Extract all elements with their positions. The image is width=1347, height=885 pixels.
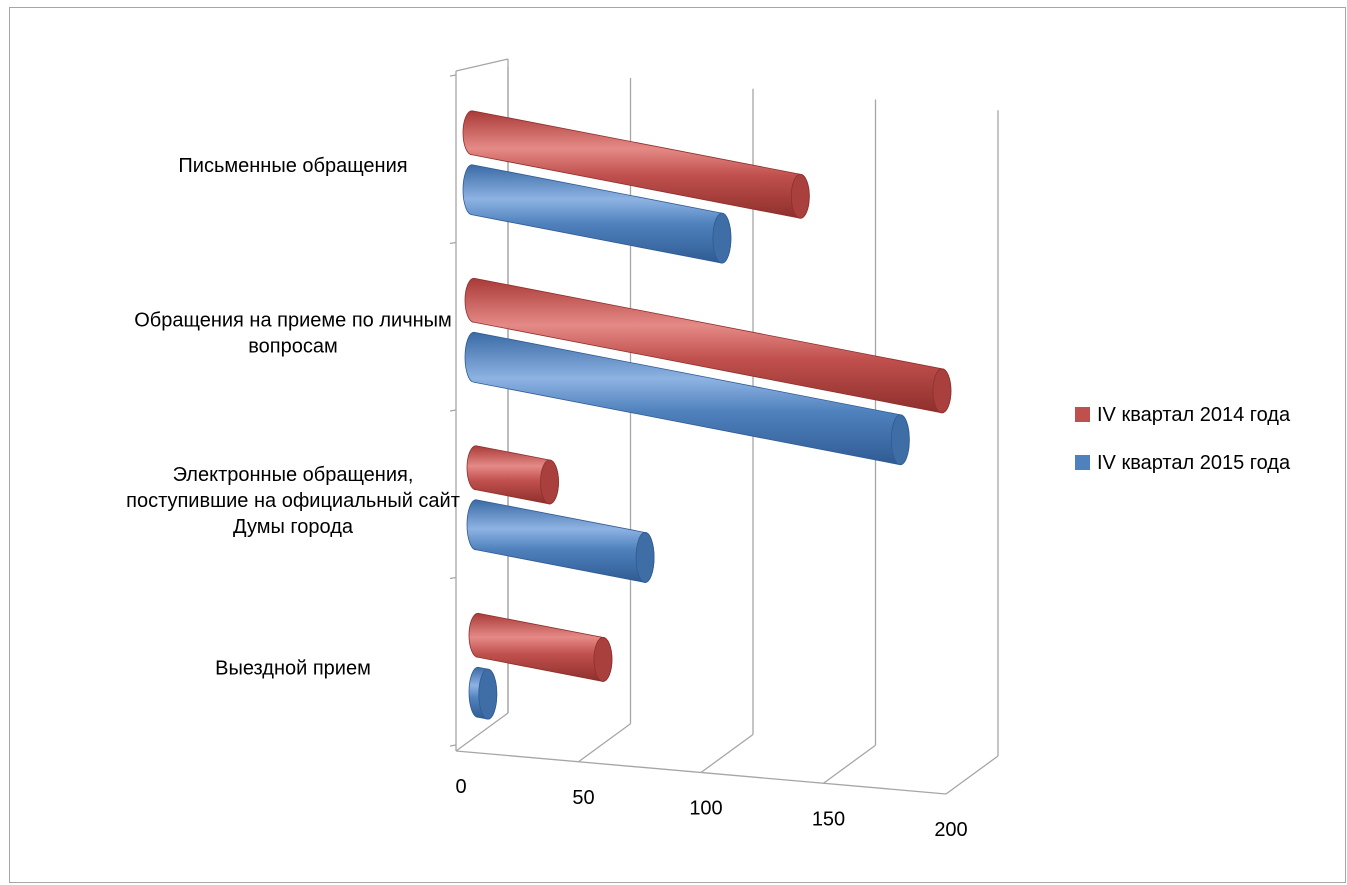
legend: IV квартал 2014 года IV квартал 2015 года xyxy=(1075,404,1291,474)
bar-end-cap xyxy=(712,212,732,264)
x-tick-label: 50 xyxy=(572,787,594,809)
bar-end-cap xyxy=(890,414,910,466)
floor-gridline xyxy=(578,723,631,763)
floor-gridline xyxy=(945,755,999,795)
floor-gridline xyxy=(823,744,876,784)
category-tick xyxy=(449,409,457,412)
bar-end-cap xyxy=(478,668,498,720)
category-label: поступившие на официальный сайт xyxy=(126,490,460,512)
bars xyxy=(462,110,952,720)
bar-end-cap xyxy=(635,532,655,583)
x-axis xyxy=(455,750,947,795)
category-label: Выездной прием xyxy=(215,657,371,679)
bar xyxy=(466,499,655,583)
x-tick-label: 200 xyxy=(934,819,967,841)
category-label: вопросам xyxy=(248,335,337,357)
left-wall-top xyxy=(455,58,509,72)
category-tick xyxy=(449,74,457,77)
legend-label: IV квартал 2015 года xyxy=(1097,452,1291,474)
x-tick-label: 100 xyxy=(689,798,722,820)
bar-end-cap xyxy=(932,368,952,414)
bar-end-cap xyxy=(593,637,613,682)
legend-swatch xyxy=(1075,407,1090,422)
category-tick xyxy=(449,744,457,747)
x-tick-label: 150 xyxy=(812,808,845,830)
bar-chart: Письменные обращения Обращения на приеме … xyxy=(126,58,1291,841)
category-label: Письменные обращения xyxy=(178,155,407,177)
x-tick-label: 0 xyxy=(455,776,466,798)
category-label: Электронные обращения, xyxy=(173,464,414,486)
legend-label: IV квартал 2014 года xyxy=(1097,404,1291,426)
category-label: Обращения на приеме по личным xyxy=(134,309,452,331)
legend-swatch xyxy=(1075,455,1090,470)
floor-gridline xyxy=(455,712,509,752)
bar-end-cap xyxy=(540,459,559,505)
labels: Письменные обращения Обращения на приеме … xyxy=(126,155,968,841)
category-label: Думы города xyxy=(233,516,354,538)
chart-frame: Письменные обращения Обращения на приеме … xyxy=(9,7,1346,883)
category-tick xyxy=(449,241,457,245)
category-tick xyxy=(449,576,457,580)
bar-end-cap xyxy=(790,173,810,219)
floor-gridline xyxy=(700,733,754,774)
